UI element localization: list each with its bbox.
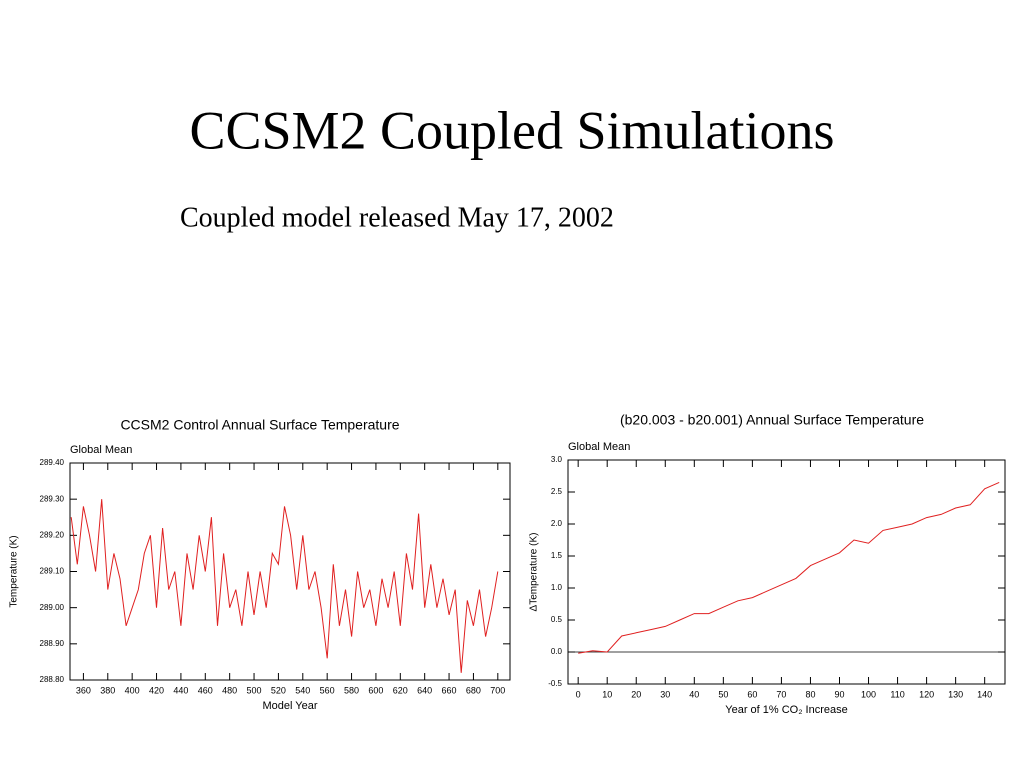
x-tick-label: 580 xyxy=(344,685,359,695)
x-tick-label: 620 xyxy=(393,685,408,695)
y-tick-label: 1.0 xyxy=(551,583,563,592)
x-tick-label: 640 xyxy=(417,685,432,695)
x-tick-label: 660 xyxy=(442,685,457,695)
data-line xyxy=(578,481,1000,654)
x-tick-label: 20 xyxy=(631,689,641,699)
y-tick-label: 2.0 xyxy=(551,519,563,528)
y-tick-label: 0.0 xyxy=(551,647,563,656)
x-tick-label: 50 xyxy=(718,689,728,699)
data-line xyxy=(70,499,499,673)
chart-title: CCSM2 Control Annual Surface Temperature xyxy=(120,417,399,433)
chart-title: (b20.003 - b20.001) Annual Surface Tempe… xyxy=(620,412,924,428)
y-tick-label: 288.80 xyxy=(40,675,65,684)
x-tick-label: 10 xyxy=(602,689,612,699)
x-tick-label: 360 xyxy=(76,685,91,695)
x-tick-label: 120 xyxy=(919,689,934,699)
x-tick-label: 80 xyxy=(805,689,815,699)
x-tick-label: 30 xyxy=(660,689,670,699)
x-tick-label: 380 xyxy=(100,685,115,695)
y-axis-label: Temperature (K) xyxy=(9,535,20,607)
y-tick-label: -0.5 xyxy=(548,679,562,688)
x-tick-label: 540 xyxy=(295,685,310,695)
x-tick-label: 400 xyxy=(125,685,140,695)
x-tick-label: 460 xyxy=(198,685,213,695)
plot-frame xyxy=(567,459,1006,685)
x-axis-label: Year of 1% CO₂ Increase xyxy=(725,704,847,716)
chart-subtitle: Global Mean xyxy=(568,441,630,453)
y-tick-label: 1.5 xyxy=(551,551,563,560)
y-tick-label: 2.5 xyxy=(551,487,563,496)
x-tick-label: 0 xyxy=(576,689,581,699)
slide-subtitle: Coupled model released May 17, 2002 xyxy=(180,202,614,233)
x-tick-label: 560 xyxy=(320,685,335,695)
y-tick-label: 289.30 xyxy=(40,494,65,503)
y-tick-label: 0.5 xyxy=(551,615,563,624)
x-tick-label: 680 xyxy=(466,685,481,695)
slide-title: CCSM2 Coupled Simulations xyxy=(189,100,834,160)
plot-frame xyxy=(69,462,511,681)
x-tick-label: 420 xyxy=(149,685,164,695)
x-tick-label: 130 xyxy=(948,689,963,699)
x-tick-label: 480 xyxy=(222,685,237,695)
chart-subtitle: Global Mean xyxy=(70,444,132,456)
x-tick-label: 700 xyxy=(490,685,505,695)
y-tick-label: 289.00 xyxy=(40,603,65,612)
x-tick-label: 600 xyxy=(368,685,383,695)
y-axis-label: ΔTemperature (K) xyxy=(529,533,540,612)
x-tick-label: 60 xyxy=(747,689,757,699)
y-tick-label: 3.0 xyxy=(551,455,563,464)
x-tick-label: 440 xyxy=(173,685,188,695)
x-tick-label: 140 xyxy=(977,689,992,699)
x-tick-label: 110 xyxy=(890,689,904,699)
x-tick-label: 100 xyxy=(861,689,876,699)
y-tick-label: 289.20 xyxy=(40,530,65,539)
x-tick-label: 40 xyxy=(689,689,699,699)
y-tick-label: 288.90 xyxy=(40,639,65,648)
x-axis-label: Model Year xyxy=(262,700,317,712)
x-tick-label: 500 xyxy=(247,685,262,695)
y-tick-label: 289.10 xyxy=(40,567,65,576)
x-tick-label: 70 xyxy=(776,689,786,699)
x-tick-label: 520 xyxy=(271,685,286,695)
x-tick-label: 90 xyxy=(834,689,844,699)
y-tick-label: 289.40 xyxy=(40,458,65,467)
